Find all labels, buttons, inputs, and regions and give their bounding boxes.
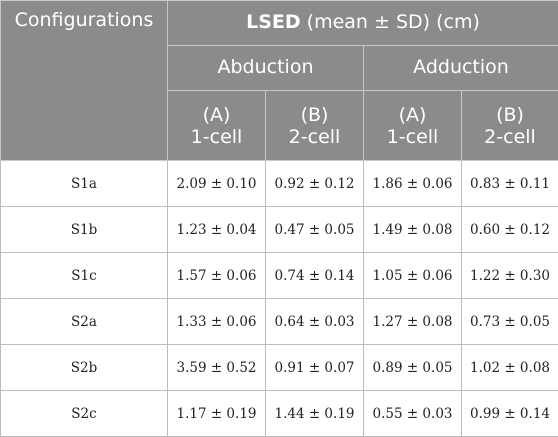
value-cell: 0.47 ± 0.05 xyxy=(266,207,364,253)
value-cell: 0.89 ± 0.05 xyxy=(364,345,462,391)
value-cell: 1.22 ± 0.30 xyxy=(462,253,558,299)
table-row: S2b 3.59 ± 0.52 0.91 ± 0.07 0.89 ± 0.05 … xyxy=(1,345,558,391)
subheader-cell: 2-cell xyxy=(484,126,536,148)
config-cell: S2b xyxy=(1,345,168,391)
value-cell: 1.05 ± 0.06 xyxy=(364,253,462,299)
config-cell: S2c xyxy=(1,391,168,437)
table-header: Configurations LSED (mean ± SD) (cm) Abd… xyxy=(1,1,558,161)
value-cell: 0.83 ± 0.11 xyxy=(462,161,558,207)
value-cell: 3.59 ± 0.52 xyxy=(168,345,266,391)
value-cell: 1.27 ± 0.08 xyxy=(364,299,462,345)
table-row: S1b 1.23 ± 0.04 0.47 ± 0.05 1.49 ± 0.08 … xyxy=(1,207,558,253)
config-cell: S1c xyxy=(1,253,168,299)
config-cell: S2a xyxy=(1,299,168,345)
table-row: S2c 1.17 ± 0.19 1.44 ± 0.19 0.55 ± 0.03 … xyxy=(1,391,558,437)
subheader-abduction-a: (A)1-cell xyxy=(168,91,266,161)
lsed-header: LSED (mean ± SD) (cm) xyxy=(168,1,558,46)
abduction-header: Abduction xyxy=(168,46,364,91)
config-cell: S1b xyxy=(1,207,168,253)
table-row: S1c 1.57 ± 0.06 0.74 ± 0.14 1.05 ± 0.06 … xyxy=(1,253,558,299)
value-cell: 2.09 ± 0.10 xyxy=(168,161,266,207)
value-cell: 1.33 ± 0.06 xyxy=(168,299,266,345)
lsed-bold-label: LSED xyxy=(246,11,301,33)
subheader-adduction-b: (B)2-cell xyxy=(462,91,558,161)
config-cell: S1a xyxy=(1,161,168,207)
value-cell: 1.57 ± 0.06 xyxy=(168,253,266,299)
subheader-letter: (B) xyxy=(496,104,524,126)
value-cell: 0.99 ± 0.14 xyxy=(462,391,558,437)
value-cell: 0.91 ± 0.07 xyxy=(266,345,364,391)
value-cell: 1.23 ± 0.04 xyxy=(168,207,266,253)
table-row: S2a 1.33 ± 0.06 0.64 ± 0.03 1.27 ± 0.08 … xyxy=(1,299,558,345)
value-cell: 1.17 ± 0.19 xyxy=(168,391,266,437)
value-cell: 1.49 ± 0.08 xyxy=(364,207,462,253)
value-cell: 0.64 ± 0.03 xyxy=(266,299,364,345)
value-cell: 0.60 ± 0.12 xyxy=(462,207,558,253)
table-row: S1a 2.09 ± 0.10 0.92 ± 0.12 1.86 ± 0.06 … xyxy=(1,161,558,207)
subheader-letter: (B) xyxy=(301,104,329,126)
configurations-header: Configurations xyxy=(1,1,168,161)
value-cell: 1.02 ± 0.08 xyxy=(462,345,558,391)
subheader-letter: (A) xyxy=(203,104,231,126)
value-cell: 0.74 ± 0.14 xyxy=(266,253,364,299)
subheader-cell: 1-cell xyxy=(191,126,243,148)
header-row-1: Configurations LSED (mean ± SD) (cm) xyxy=(1,1,558,46)
subheader-abduction-b: (B)2-cell xyxy=(266,91,364,161)
value-cell: 0.73 ± 0.05 xyxy=(462,299,558,345)
table-body: S1a 2.09 ± 0.10 0.92 ± 0.12 1.86 ± 0.06 … xyxy=(1,161,558,437)
lsed-units-label: (mean ± SD) (cm) xyxy=(301,11,480,33)
value-cell: 1.44 ± 0.19 xyxy=(266,391,364,437)
value-cell: 1.86 ± 0.06 xyxy=(364,161,462,207)
subheader-cell: 2-cell xyxy=(289,126,341,148)
subheader-letter: (A) xyxy=(399,104,427,126)
subheader-cell: 1-cell xyxy=(387,126,439,148)
subheader-adduction-a: (A)1-cell xyxy=(364,91,462,161)
adduction-header: Adduction xyxy=(364,46,558,91)
value-cell: 0.92 ± 0.12 xyxy=(266,161,364,207)
value-cell: 0.55 ± 0.03 xyxy=(364,391,462,437)
